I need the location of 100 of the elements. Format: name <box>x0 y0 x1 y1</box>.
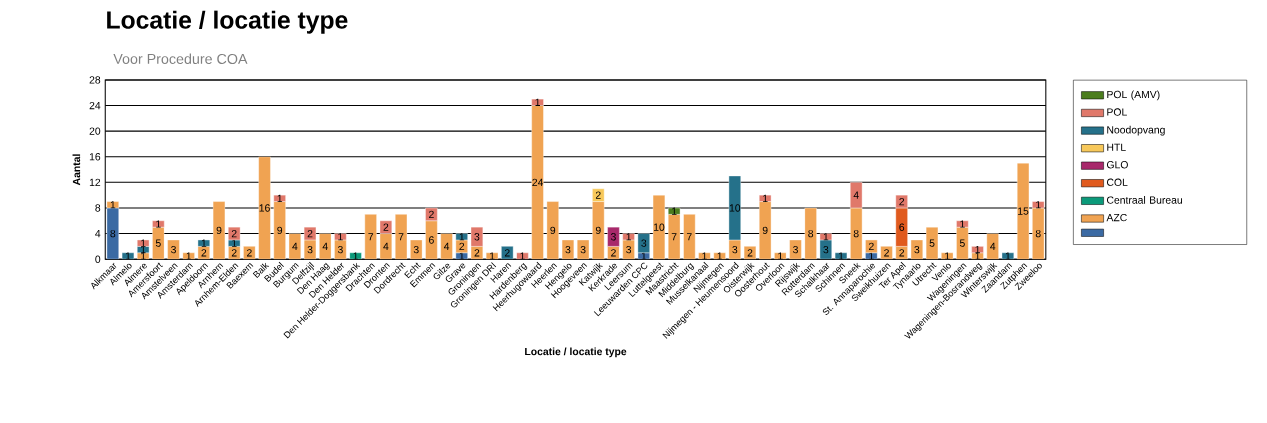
data-label: 1 <box>141 239 146 247</box>
data-label: 2 <box>201 249 207 257</box>
data-label: 10 <box>653 223 665 231</box>
data-label: 1 <box>353 252 358 260</box>
data-label: 1 <box>823 233 829 241</box>
data-label: 5 <box>959 239 965 247</box>
bar <box>880 246 893 260</box>
data-label: 1 <box>459 233 465 241</box>
data-label: 3 <box>337 245 343 254</box>
chart-title: Locatie / locatie type <box>107 10 348 34</box>
data-label: 2 <box>884 249 889 257</box>
data-label: 4 <box>853 191 859 199</box>
y-tick-label: 16 <box>89 153 101 161</box>
data-label: 5 <box>155 239 161 247</box>
bar <box>121 252 135 260</box>
y-tick-label: 4 <box>95 230 101 238</box>
bar <box>743 246 757 260</box>
y-tick-label: 0 <box>95 255 101 263</box>
data-label: 1 <box>641 252 647 260</box>
data-label: 9 <box>277 226 283 235</box>
data-label: 1 <box>338 233 343 241</box>
data-label: 7 <box>368 233 374 241</box>
data-label: 4 <box>990 242 996 250</box>
data-label: 1 <box>156 220 161 228</box>
data-label: 2 <box>247 249 252 257</box>
data-label: 3 <box>610 233 616 241</box>
data-label: 1 <box>626 233 632 241</box>
data-label: 2 <box>504 249 510 257</box>
bar <box>713 252 726 260</box>
data-label: 1 <box>960 220 965 228</box>
bar <box>698 252 711 260</box>
data-label: 8 <box>1035 229 1041 238</box>
data-label: 2 <box>869 242 874 251</box>
data-label: 7 <box>686 233 692 241</box>
data-label: 3 <box>641 239 647 247</box>
data-label: 1 <box>869 252 874 260</box>
data-label: 4 <box>322 242 328 250</box>
legend-label: COL <box>1106 178 1128 187</box>
data-label: 1 <box>975 252 980 260</box>
data-label: 2 <box>459 242 465 251</box>
bar <box>243 246 256 260</box>
data-label: 2 <box>307 230 313 238</box>
data-label: 2 <box>474 249 480 257</box>
data-label: 3 <box>565 245 571 254</box>
data-label: 1 <box>672 207 677 215</box>
data-label: 3 <box>171 245 176 254</box>
y-tick-label: 12 <box>89 178 101 187</box>
data-label: 2 <box>429 210 434 219</box>
data-label: 4 <box>443 242 450 250</box>
data-label: 2 <box>747 249 753 257</box>
data-label: 1 <box>535 98 540 106</box>
data-label: 2 <box>595 191 601 199</box>
bar <box>212 201 226 260</box>
data-label: 3 <box>474 233 480 241</box>
data-label: 6 <box>429 236 434 244</box>
data-label: 1 <box>717 252 723 260</box>
data-label: 2 <box>383 223 389 231</box>
data-label: 9 <box>550 226 556 235</box>
data-label: 4 <box>292 242 298 250</box>
data-label: 1 <box>232 239 237 247</box>
bar <box>834 252 848 260</box>
data-label: 9 <box>595 226 601 235</box>
data-label: 1 <box>945 252 950 260</box>
data-label: 24 <box>532 178 544 187</box>
data-label: 1 <box>459 252 465 260</box>
data-label: 1 <box>186 252 192 260</box>
data-label: 1 <box>141 246 146 254</box>
data-label: 3 <box>307 245 313 254</box>
bar <box>258 156 271 260</box>
data-label: 15 <box>1018 207 1029 215</box>
data-label: 3 <box>732 245 738 254</box>
legend-label: Noodopvang <box>1107 125 1165 136</box>
data-label: 7 <box>671 233 677 241</box>
bar <box>1001 252 1015 260</box>
y-tick-label: 28 <box>89 76 101 84</box>
y-tick-label: 20 <box>89 127 101 135</box>
legend-label: HTL <box>1107 143 1126 151</box>
data-label: 10 <box>729 204 741 212</box>
data-label: 7 <box>398 233 404 241</box>
data-label: 1 <box>277 194 283 202</box>
data-label: 2 <box>231 249 237 257</box>
data-label: 1 <box>110 201 116 209</box>
bar <box>925 227 939 260</box>
data-label: 3 <box>626 245 632 254</box>
x-axis-title: Locatie / locatie type <box>525 347 627 358</box>
chart-subtitle: Voor Procedure COA <box>113 53 248 65</box>
legend-label: GLO <box>1106 161 1128 169</box>
data-label: 16 <box>259 204 270 212</box>
data-label: 3 <box>413 245 419 254</box>
data-label: 1 <box>763 194 768 202</box>
data-label: 2 <box>899 249 905 257</box>
y-tick-label: 24 <box>89 101 101 110</box>
data-label: 1 <box>141 252 146 260</box>
legend-label: POL <box>1107 108 1127 116</box>
bar <box>546 201 559 260</box>
data-label: 8 <box>808 229 814 238</box>
data-label: 6 <box>899 223 905 231</box>
data-label: 4 <box>383 242 389 250</box>
data-label: 3 <box>823 245 829 254</box>
data-label: 3 <box>914 245 920 254</box>
